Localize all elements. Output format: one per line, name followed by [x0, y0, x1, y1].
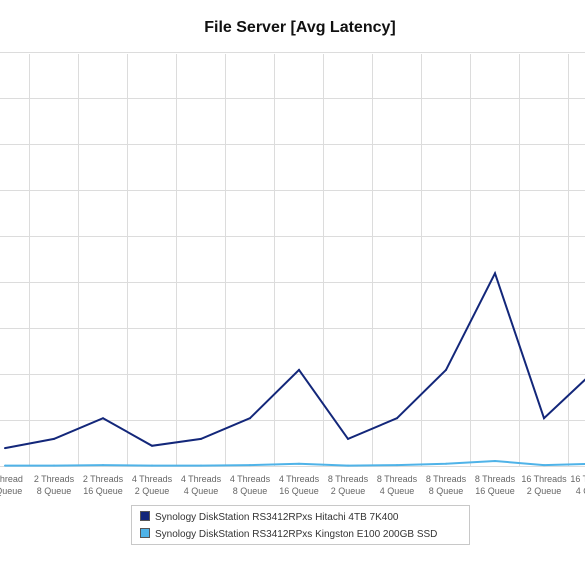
data-point: [396, 464, 398, 467]
legend-entry: Synology DiskStation RS3412RPxs Hitachi …: [140, 511, 398, 525]
x-tick-label: 1 Thread: [0, 474, 23, 484]
data-point: [151, 464, 153, 467]
x-tick-label: 4 Queue: [576, 486, 585, 496]
chart-legend: Synology DiskStation RS3412RPxs Hitachi …: [131, 505, 470, 545]
data-point: [494, 459, 496, 462]
data-point: [347, 437, 349, 440]
x-tick-label: 8 Queue: [233, 486, 268, 496]
data-point: [151, 444, 153, 447]
data-point: [543, 464, 545, 467]
x-tick-label: 8 Queue: [37, 486, 72, 496]
data-point: [200, 464, 202, 467]
data-point: [249, 417, 251, 420]
x-tick-label: 4 Queue: [380, 486, 415, 496]
data-point: [396, 417, 398, 420]
series-line: [5, 459, 585, 467]
legend-label: Synology DiskStation RS3412RPxs Hitachi …: [155, 512, 399, 523]
x-tick-label: 8 Threads: [426, 474, 467, 484]
x-tick-label: 4 Threads: [132, 474, 173, 484]
x-tick-label: 2 Queue: [527, 486, 562, 496]
x-tick-label: 8 Threads: [475, 474, 516, 484]
x-tick-label: 2 Queue: [0, 486, 22, 496]
x-tick-label: 16 Queue: [83, 486, 123, 496]
data-point: [4, 464, 6, 467]
data-point: [445, 368, 447, 371]
x-tick-label: 16 Threads: [521, 474, 567, 484]
data-point: [4, 447, 6, 450]
chart-plot: 1 Thread 2 Queue 2 Threads 8 Queue 2 Threads…: [0, 52, 585, 496]
x-tick-label: 2 Queue: [331, 486, 366, 496]
legend-entry: Synology DiskStation RS3412RPxs Kingston…: [140, 528, 437, 542]
x-tick-label: 2 Threads: [83, 474, 124, 484]
x-tick-label: 16 Queue: [279, 486, 319, 496]
data-point: [347, 464, 349, 467]
x-tick-label: 4 Threads: [181, 474, 222, 484]
x-tick-label: 4 Queue: [184, 486, 219, 496]
data-point: [543, 417, 545, 420]
x-tick-label: 16 Queue: [475, 486, 515, 496]
x-tick-label: 2 Threads: [34, 474, 75, 484]
data-point: [298, 368, 300, 371]
x-tick-label: 4 Threads: [279, 474, 320, 484]
data-point: [200, 437, 202, 440]
x-tick-label: 16 Threads: [570, 474, 585, 484]
x-tick-label: 8 Threads: [377, 474, 418, 484]
data-point: [102, 464, 104, 467]
legend-label: Synology DiskStation RS3412RPxs Kingston…: [155, 529, 438, 540]
data-point: [445, 462, 447, 465]
data-point: [494, 272, 496, 275]
data-point: [102, 417, 104, 420]
x-tick-label: 2 Queue: [135, 486, 170, 496]
series-line: [4, 270, 585, 450]
data-point: [249, 464, 251, 467]
chart-title: File Server [Avg Latency]: [204, 19, 396, 36]
x-tick-label: 8 Queue: [429, 486, 464, 496]
x-tick-label: 8 Threads: [328, 474, 369, 484]
data-point: [53, 437, 55, 440]
legend-swatch: [140, 511, 150, 521]
data-point: [53, 464, 55, 467]
data-point: [298, 462, 300, 465]
legend-swatch: [140, 528, 150, 538]
x-tick-label: 4 Threads: [230, 474, 271, 484]
